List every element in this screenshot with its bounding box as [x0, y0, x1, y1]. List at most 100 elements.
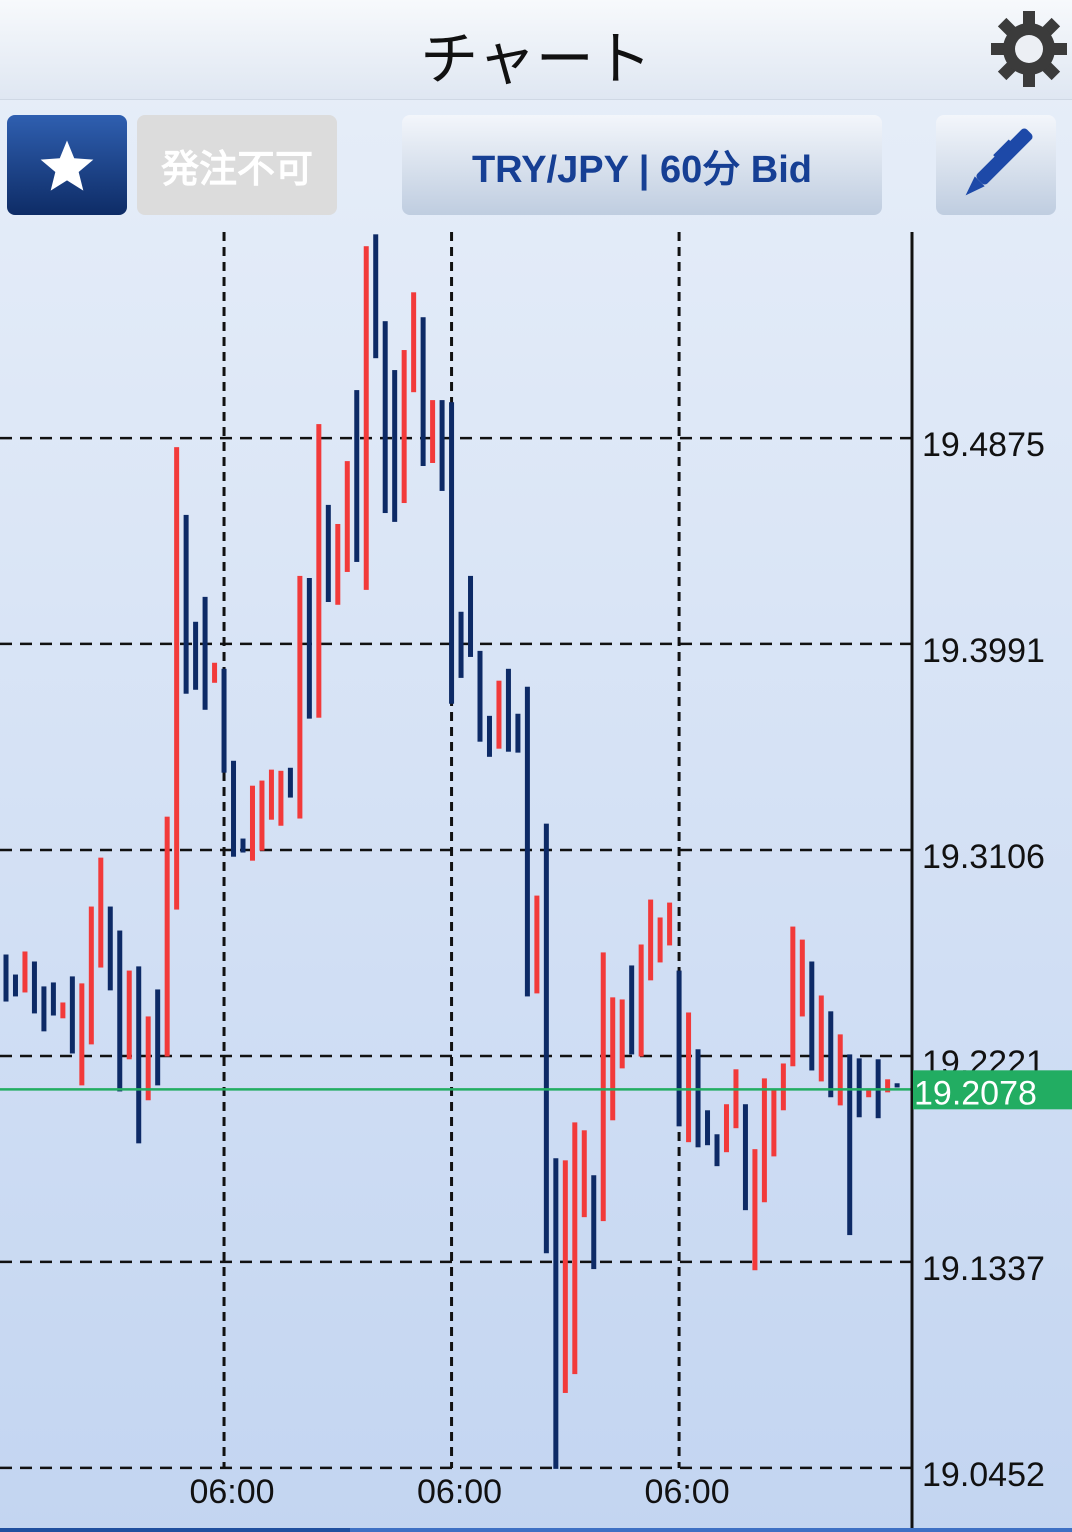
pen-icon	[965, 128, 1033, 196]
y-tick-label: 19.4875	[922, 426, 1045, 464]
price-bar	[12, 974, 18, 997]
drawing-tool-button[interactable]	[936, 115, 1056, 215]
price-bar	[420, 317, 426, 467]
price-bar	[354, 390, 360, 562]
price-bar	[164, 816, 170, 1057]
price-bar	[790, 926, 796, 1067]
price-bar	[818, 995, 824, 1082]
price-bar	[50, 982, 56, 1016]
price-bar	[828, 1011, 834, 1098]
price-bar	[212, 662, 218, 683]
price-bar	[449, 402, 455, 704]
price-bar	[771, 1089, 777, 1157]
price-bar	[458, 611, 464, 678]
price-bar	[856, 1058, 862, 1118]
star-icon	[40, 140, 94, 191]
price-bar	[297, 575, 303, 819]
price-bar	[866, 1088, 872, 1098]
price-bar	[686, 1012, 692, 1143]
current-price-label: 19.2078	[914, 1074, 1037, 1112]
price-bar	[439, 400, 445, 491]
y-tick-label: 19.3991	[922, 632, 1045, 670]
price-bar	[610, 997, 616, 1121]
price-bar	[486, 715, 492, 757]
price-bar	[231, 760, 237, 857]
price-bar	[657, 917, 663, 963]
price-bar	[325, 504, 331, 602]
price-bar	[847, 1054, 853, 1236]
price-bar	[316, 424, 322, 718]
price-bar	[705, 1110, 711, 1146]
price-bar	[278, 770, 284, 826]
price-bar	[174, 447, 180, 910]
price-bar	[287, 767, 293, 798]
price-bar	[553, 1158, 559, 1469]
price-bar	[799, 939, 805, 1017]
scrollbar-thumb[interactable]	[0, 1528, 350, 1532]
price-bar	[107, 906, 113, 991]
price-bar	[496, 680, 502, 749]
price-bar	[392, 370, 398, 522]
price-bar	[3, 954, 9, 1002]
x-tick-label: 06:00	[189, 1473, 274, 1511]
current-price-badge	[913, 1070, 1072, 1110]
price-bar	[543, 823, 549, 1254]
price-bar	[562, 1160, 568, 1393]
price-bar	[742, 1104, 748, 1211]
price-bar	[401, 350, 407, 504]
price-bar	[31, 961, 37, 1014]
price-bar	[581, 1130, 587, 1218]
price-bar	[259, 780, 265, 851]
price-bar	[155, 989, 161, 1086]
price-bar	[335, 523, 341, 605]
price-bar	[411, 292, 417, 393]
price-bar	[88, 906, 94, 1045]
price-bar	[619, 999, 625, 1069]
price-bar	[268, 769, 274, 820]
price-bar	[126, 970, 132, 1060]
y-tick-label: 19.0452	[922, 1456, 1045, 1494]
price-bar	[723, 1104, 729, 1153]
favorite-button[interactable]	[7, 115, 127, 215]
price-bar	[202, 596, 208, 710]
price-bar	[193, 621, 199, 690]
price-bar	[79, 983, 85, 1086]
price-bar	[714, 1134, 720, 1167]
x-tick-label: 06:00	[645, 1473, 730, 1511]
price-bar	[41, 986, 47, 1032]
symbol-timeframe-selector[interactable]: TRY/JPY | 60分 Bid	[402, 115, 882, 215]
price-bar	[382, 321, 388, 514]
y-tick-label: 19.3106	[922, 838, 1045, 876]
price-bar	[22, 951, 28, 993]
price-bar	[363, 246, 369, 590]
order-disabled-button: 発注不可	[137, 115, 337, 215]
price-bar	[468, 575, 474, 657]
price-bar	[505, 668, 511, 752]
app-header: チャート	[0, 0, 1072, 100]
horizontal-scrollbar[interactable]	[0, 1528, 1072, 1532]
price-bar	[344, 461, 350, 572]
price-bar	[572, 1122, 578, 1375]
price-bar	[117, 930, 123, 1092]
price-bar	[676, 970, 682, 1127]
price-bar	[221, 668, 227, 773]
gear-icon[interactable]	[990, 10, 1068, 88]
price-bar	[249, 785, 255, 861]
price-bar	[534, 895, 540, 994]
price-bar	[60, 1002, 66, 1019]
y-tick-label: 19.1337	[922, 1250, 1045, 1288]
price-bar	[695, 1049, 701, 1148]
price-bar	[761, 1078, 767, 1203]
price-bar	[477, 650, 483, 742]
price-bar	[885, 1079, 891, 1093]
price-bar	[894, 1083, 900, 1088]
price-bar	[98, 857, 104, 968]
price-bar	[809, 961, 815, 1071]
price-bar	[524, 686, 530, 997]
price-bar	[733, 1069, 739, 1129]
price-bar	[667, 902, 673, 946]
x-tick-label: 06:00	[417, 1473, 502, 1511]
price-bar	[629, 965, 635, 1055]
price-bar	[752, 1149, 758, 1271]
